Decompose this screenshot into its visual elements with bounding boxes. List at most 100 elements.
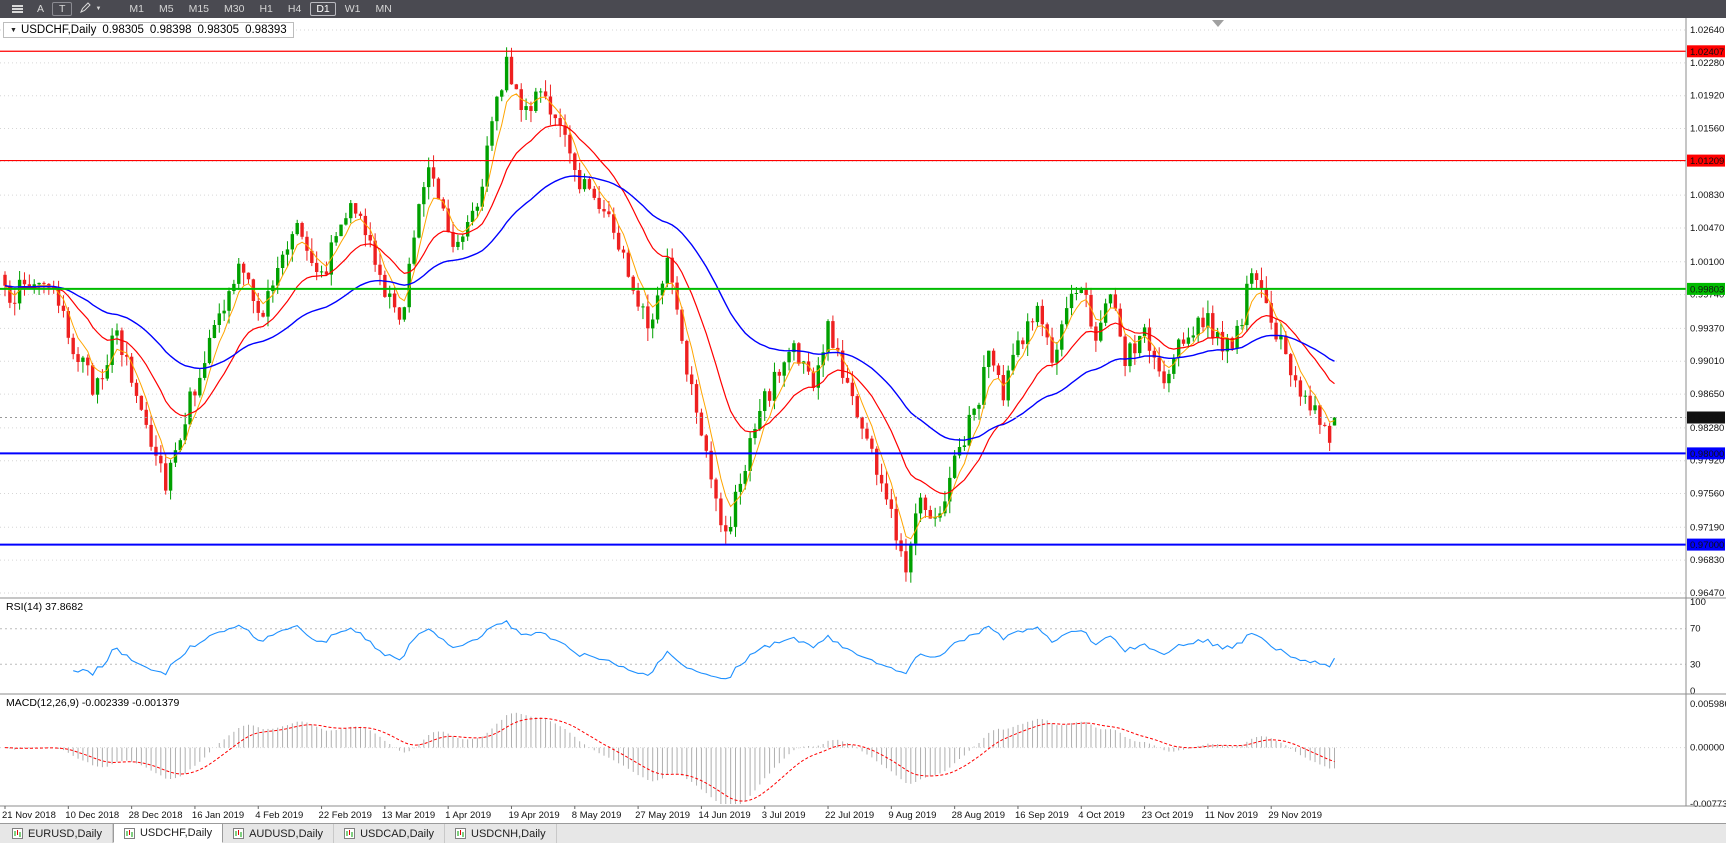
menu-button[interactable]	[6, 2, 29, 16]
timeframe-h1-button[interactable]: H1	[259, 3, 273, 15]
timeframe-h4-button[interactable]: H4	[287, 3, 302, 15]
svg-text:14 Jun 2019: 14 Jun 2019	[698, 810, 750, 821]
close-value: 0.98393	[245, 24, 287, 36]
svg-text:30: 30	[1690, 659, 1701, 670]
price-axis[interactable]: 1.026401.022801.019201.015601.012001.008…	[1690, 25, 1726, 810]
svg-text:27 May 2019: 27 May 2019	[635, 810, 690, 821]
ma-18-line	[4, 124, 1335, 495]
svg-text:8 May 2019: 8 May 2019	[572, 810, 622, 821]
svg-text:0.99740: 0.99740	[1690, 290, 1724, 301]
gridlines	[0, 29, 1686, 749]
timeframe-d1-button[interactable]: D1	[310, 2, 336, 16]
svg-text:1.01560: 1.01560	[1690, 124, 1724, 135]
timeframe-m1-button[interactable]: M1	[129, 3, 144, 15]
svg-text:16 Sep 2019: 16 Sep 2019	[1015, 810, 1069, 821]
horizontal-level-lines[interactable]	[0, 50, 1686, 546]
chart-thumbnail-icon	[233, 828, 245, 839]
symbol-dropdown-icon[interactable]: ▼	[10, 26, 17, 34]
date-axis[interactable]: 21 Nov 2018 10 Dec 2018 28 Dec 2018 16 Jan …	[2, 806, 1322, 821]
tab-eurusd[interactable]: EURUSD,Daily	[2, 824, 113, 843]
tab-usdcnh[interactable]: USDCNH,Daily	[445, 824, 557, 843]
chart-thumbnail-icon	[123, 827, 135, 839]
menu-icon	[12, 5, 23, 13]
macd-signal-line	[4, 717, 1335, 802]
svg-text:0.96830: 0.96830	[1690, 555, 1724, 566]
tab-audusd[interactable]: AUDUSD,Daily	[223, 824, 335, 843]
low-value: 0.98305	[197, 24, 240, 36]
svg-text:0.98280: 0.98280	[1690, 423, 1724, 434]
chart-canvas[interactable]: 1.026401.022801.019201.015601.012001.008…	[0, 18, 1726, 823]
top-toolbar: A T ▼ M1 M5 M15 M30 H1 H4 D1 W1 MN	[0, 0, 1726, 18]
svg-text:13 Mar 2019: 13 Mar 2019	[382, 810, 435, 821]
price-badges: 1.02407 1.01209 0.99803 0.98000 0.97000 0.983…	[1687, 45, 1725, 551]
svg-text:19 Apr 2019: 19 Apr 2019	[508, 810, 559, 821]
timeframe-w1-button[interactable]: W1	[344, 3, 361, 15]
svg-text:-0.007737: -0.007737	[1690, 799, 1726, 810]
tab-label: USDCAD,Daily	[360, 827, 435, 840]
tab-usdchf[interactable]: USDCHF,Daily	[112, 823, 224, 843]
svg-text:0.005986: 0.005986	[1690, 699, 1726, 710]
svg-text:28 Aug 2019: 28 Aug 2019	[952, 810, 1005, 821]
crosshair-tool-button[interactable]: A	[37, 2, 45, 15]
timeframe-m30-button[interactable]: M30	[224, 3, 245, 15]
draw-tool-button[interactable]: ▼	[74, 1, 107, 17]
svg-text:0.97190: 0.97190	[1690, 522, 1724, 533]
chart-area[interactable]: 1.026401.022801.019201.015601.012001.008…	[0, 18, 1726, 823]
svg-text:0.96470: 0.96470	[1690, 588, 1724, 599]
timeframe-m15-button[interactable]: M15	[188, 3, 210, 15]
timeframe-group: M1 M5 M15 M30 H1 H4 D1 W1 MN	[123, 2, 397, 16]
svg-text:0.97920: 0.97920	[1690, 456, 1724, 467]
svg-text:9 Aug 2019: 9 Aug 2019	[888, 810, 936, 821]
svg-text:0.00000: 0.00000	[1690, 743, 1724, 754]
timeframe-m5-button[interactable]: M5	[158, 3, 174, 15]
chart-title[interactable]: ▼ USDCHF,Daily 0.98305 0.98398 0.98305 0…	[3, 22, 294, 38]
svg-text:29 Nov 2019: 29 Nov 2019	[1268, 810, 1322, 821]
chart-thumbnail-icon	[12, 828, 23, 839]
svg-text:4 Oct 2019: 4 Oct 2019	[1078, 810, 1124, 821]
svg-text:4 Feb 2019: 4 Feb 2019	[255, 810, 303, 821]
macd-label: MACD(12,26,9) -0.002339 -0.001379	[6, 697, 180, 709]
text-tool-button[interactable]: T	[52, 2, 73, 16]
svg-text:0.98000: 0.98000	[1690, 449, 1724, 460]
timeframe-mn-button[interactable]: MN	[375, 3, 392, 15]
svg-text:70: 70	[1690, 624, 1701, 635]
svg-text:1 Apr 2019: 1 Apr 2019	[445, 810, 491, 821]
svg-text:1.00100: 1.00100	[1690, 257, 1724, 268]
svg-text:0.97000: 0.97000	[1690, 540, 1724, 551]
svg-text:100: 100	[1690, 597, 1706, 608]
svg-text:0: 0	[1690, 686, 1695, 697]
chevron-down-icon: ▼	[95, 5, 102, 12]
svg-text:11 Nov 2019: 11 Nov 2019	[1205, 810, 1258, 821]
chart-thumbnail-icon	[455, 828, 467, 839]
svg-text:1.00470: 1.00470	[1690, 223, 1724, 234]
svg-text:3 Jul 2019: 3 Jul 2019	[762, 810, 806, 821]
svg-text:1.00830: 1.00830	[1690, 190, 1724, 201]
svg-text:28 Dec 2018: 28 Dec 2018	[129, 810, 183, 821]
candlestick-series	[3, 47, 1337, 583]
svg-text:0.98650: 0.98650	[1690, 389, 1724, 400]
svg-text:1.02280: 1.02280	[1690, 58, 1724, 69]
tab-label: AUDUSD,Daily	[249, 827, 324, 840]
high-value: 0.98398	[149, 24, 192, 36]
tab-label: USDCNH,Daily	[471, 827, 546, 840]
pencil-icon	[80, 1, 92, 17]
svg-text:0.99370: 0.99370	[1690, 323, 1724, 334]
chart-thumbnail-icon	[344, 828, 356, 839]
rsi-line	[73, 620, 1335, 680]
svg-text:0.99803: 0.99803	[1690, 284, 1724, 295]
ma-48-line	[4, 175, 1335, 441]
svg-text:16 Jan 2019: 16 Jan 2019	[192, 810, 244, 821]
svg-text:22 Jul 2019: 22 Jul 2019	[825, 810, 874, 821]
open-value: 0.98305	[102, 24, 144, 36]
bottom-tab-bar: EURUSD,Daily USDCHF,Daily AUDUSD,Daily USDC…	[0, 823, 1726, 843]
chart-shift-marker[interactable]	[1212, 20, 1224, 27]
svg-text:1.02407: 1.02407	[1690, 47, 1724, 58]
tab-usdcad[interactable]: USDCAD,Daily	[334, 824, 446, 843]
svg-text:21 Nov 2018: 21 Nov 2018	[2, 810, 56, 821]
svg-text:0.98393: 0.98393	[1690, 413, 1724, 424]
rsi-label: RSI(14) 37.8682	[6, 601, 84, 613]
moving-average-lines	[4, 93, 1335, 540]
svg-text:1.01209: 1.01209	[1690, 156, 1724, 167]
tab-label: USDCHF,Daily	[139, 827, 213, 839]
